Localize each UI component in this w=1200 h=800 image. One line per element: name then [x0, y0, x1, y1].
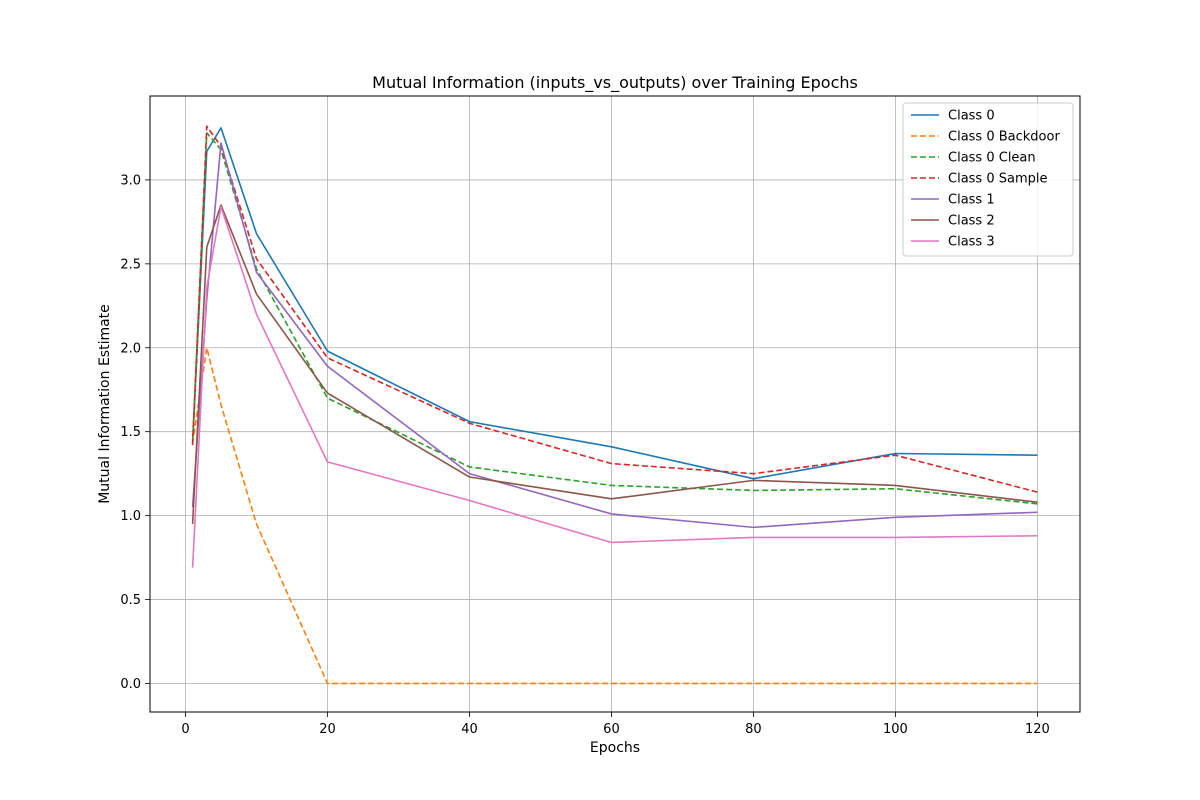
series-line-class-0-clean — [191, 132, 1038, 505]
legend-label: Class 1 — [948, 193, 995, 208]
x-tick-label: 100 — [883, 722, 908, 737]
series-line-class-0-sample — [191, 125, 1038, 493]
y-tick-label: 2.0 — [120, 341, 141, 356]
legend-label: Class 0 Sample — [948, 172, 1047, 187]
series-line-class-1 — [191, 142, 1038, 529]
legend-label: Class 0 Clean — [948, 151, 1036, 166]
x-tick-label: 120 — [1025, 722, 1050, 737]
legend-label: Class 3 — [948, 235, 995, 250]
y-tick-label: 1.0 — [120, 509, 141, 524]
series-line-class-0 — [191, 127, 1038, 480]
x-axis-label: Epochs — [590, 740, 640, 756]
y-axis-label: Mutual Information Estimate — [97, 304, 113, 504]
y-tick-label: 2.5 — [120, 257, 141, 272]
x-tick-label: 40 — [461, 722, 478, 737]
x-tick-label: 60 — [603, 722, 620, 737]
x-tick-label: 80 — [745, 722, 762, 737]
legend-label: Class 2 — [948, 214, 995, 229]
series-lines — [191, 125, 1038, 685]
y-tick-label: 3.0 — [120, 173, 141, 188]
series-line-class-0-backdoor — [191, 346, 1038, 685]
y-tick-label: 0.5 — [120, 593, 141, 608]
y-tick-label: 1.5 — [120, 425, 141, 440]
x-tick-label: 0 — [181, 722, 189, 737]
legend-label: Class 0 Backdoor — [948, 130, 1060, 145]
x-tick-label: 20 — [319, 722, 336, 737]
legend-label: Class 0 — [948, 109, 995, 124]
series-line-class-3 — [191, 205, 1038, 568]
plot-frame — [149, 95, 1081, 713]
legend-box — [902, 102, 1074, 257]
y-tick-label: 0.0 — [120, 677, 141, 692]
chart-title: Mutual Information (inputs_vs_outputs) o… — [372, 73, 858, 93]
series-line-class-2 — [191, 204, 1038, 525]
legend: Class 0 Class 0 Backdoor Class 0 Clean Clas… — [902, 102, 1074, 257]
axes: 0 20 40 60 80 100 120 0.0 0.5 1.0 1.5 2.0 2.5 3.0 — [120, 173, 1050, 737]
